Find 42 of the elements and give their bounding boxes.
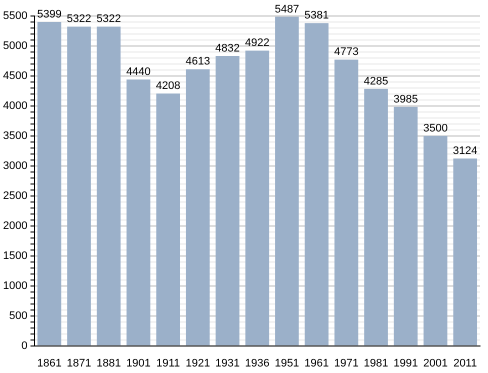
x-tick-label: 1981 <box>364 357 388 370</box>
data-label: 4440 <box>126 66 151 78</box>
data-label: 5399 <box>37 8 62 21</box>
y-tick-label: 2000 <box>2 220 28 232</box>
x-tick-label: 1861 <box>37 357 62 370</box>
x-tick-label: 1871 <box>66 357 92 370</box>
x-tick-label: 1911 <box>156 357 180 370</box>
x-tick-label: 1991 <box>394 357 418 370</box>
data-label: 3500 <box>423 122 448 134</box>
data-label: 5381 <box>304 10 329 22</box>
y-tick-label: 4000 <box>2 100 28 112</box>
y-tick-label: 5000 <box>2 40 28 52</box>
data-label: 4208 <box>156 80 180 92</box>
y-tick-label: 2500 <box>2 190 28 202</box>
data-label: 5487 <box>274 3 300 16</box>
x-tick-label: 1961 <box>304 357 329 370</box>
y-tick-label: 4500 <box>2 70 28 82</box>
x-tick-label: 1936 <box>244 357 270 370</box>
data-label: 4773 <box>334 46 359 58</box>
data-label: 4832 <box>215 42 240 55</box>
x-tick-label: 1931 <box>215 357 240 370</box>
data-label: 4613 <box>186 56 210 68</box>
data-label: 3124 <box>452 145 478 158</box>
y-tick-label: 5500 <box>2 10 28 22</box>
x-tick-label: 1881 <box>96 357 121 370</box>
x-tick-label: 1971 <box>334 357 359 370</box>
y-tick-label: 3000 <box>2 160 28 172</box>
data-label: 5322 <box>66 13 92 26</box>
x-tick-label: 1951 <box>274 357 300 370</box>
y-tick-label: 500 <box>9 310 28 322</box>
y-tick-label: 0 <box>21 340 28 352</box>
data-label: 4285 <box>364 75 388 88</box>
data-label: 5322 <box>96 13 121 26</box>
x-tick-label: 2001 <box>423 357 448 370</box>
x-tick-label: 2011 <box>453 357 477 370</box>
y-tick-label: 1000 <box>2 280 28 292</box>
data-label: 4922 <box>244 37 270 50</box>
y-tick-label: 3500 <box>2 130 28 142</box>
x-tick-label: 1901 <box>126 357 151 370</box>
data-label: 3985 <box>394 93 418 106</box>
x-tick-label: 1921 <box>186 357 210 370</box>
y-tick-label: 1500 <box>2 250 28 262</box>
